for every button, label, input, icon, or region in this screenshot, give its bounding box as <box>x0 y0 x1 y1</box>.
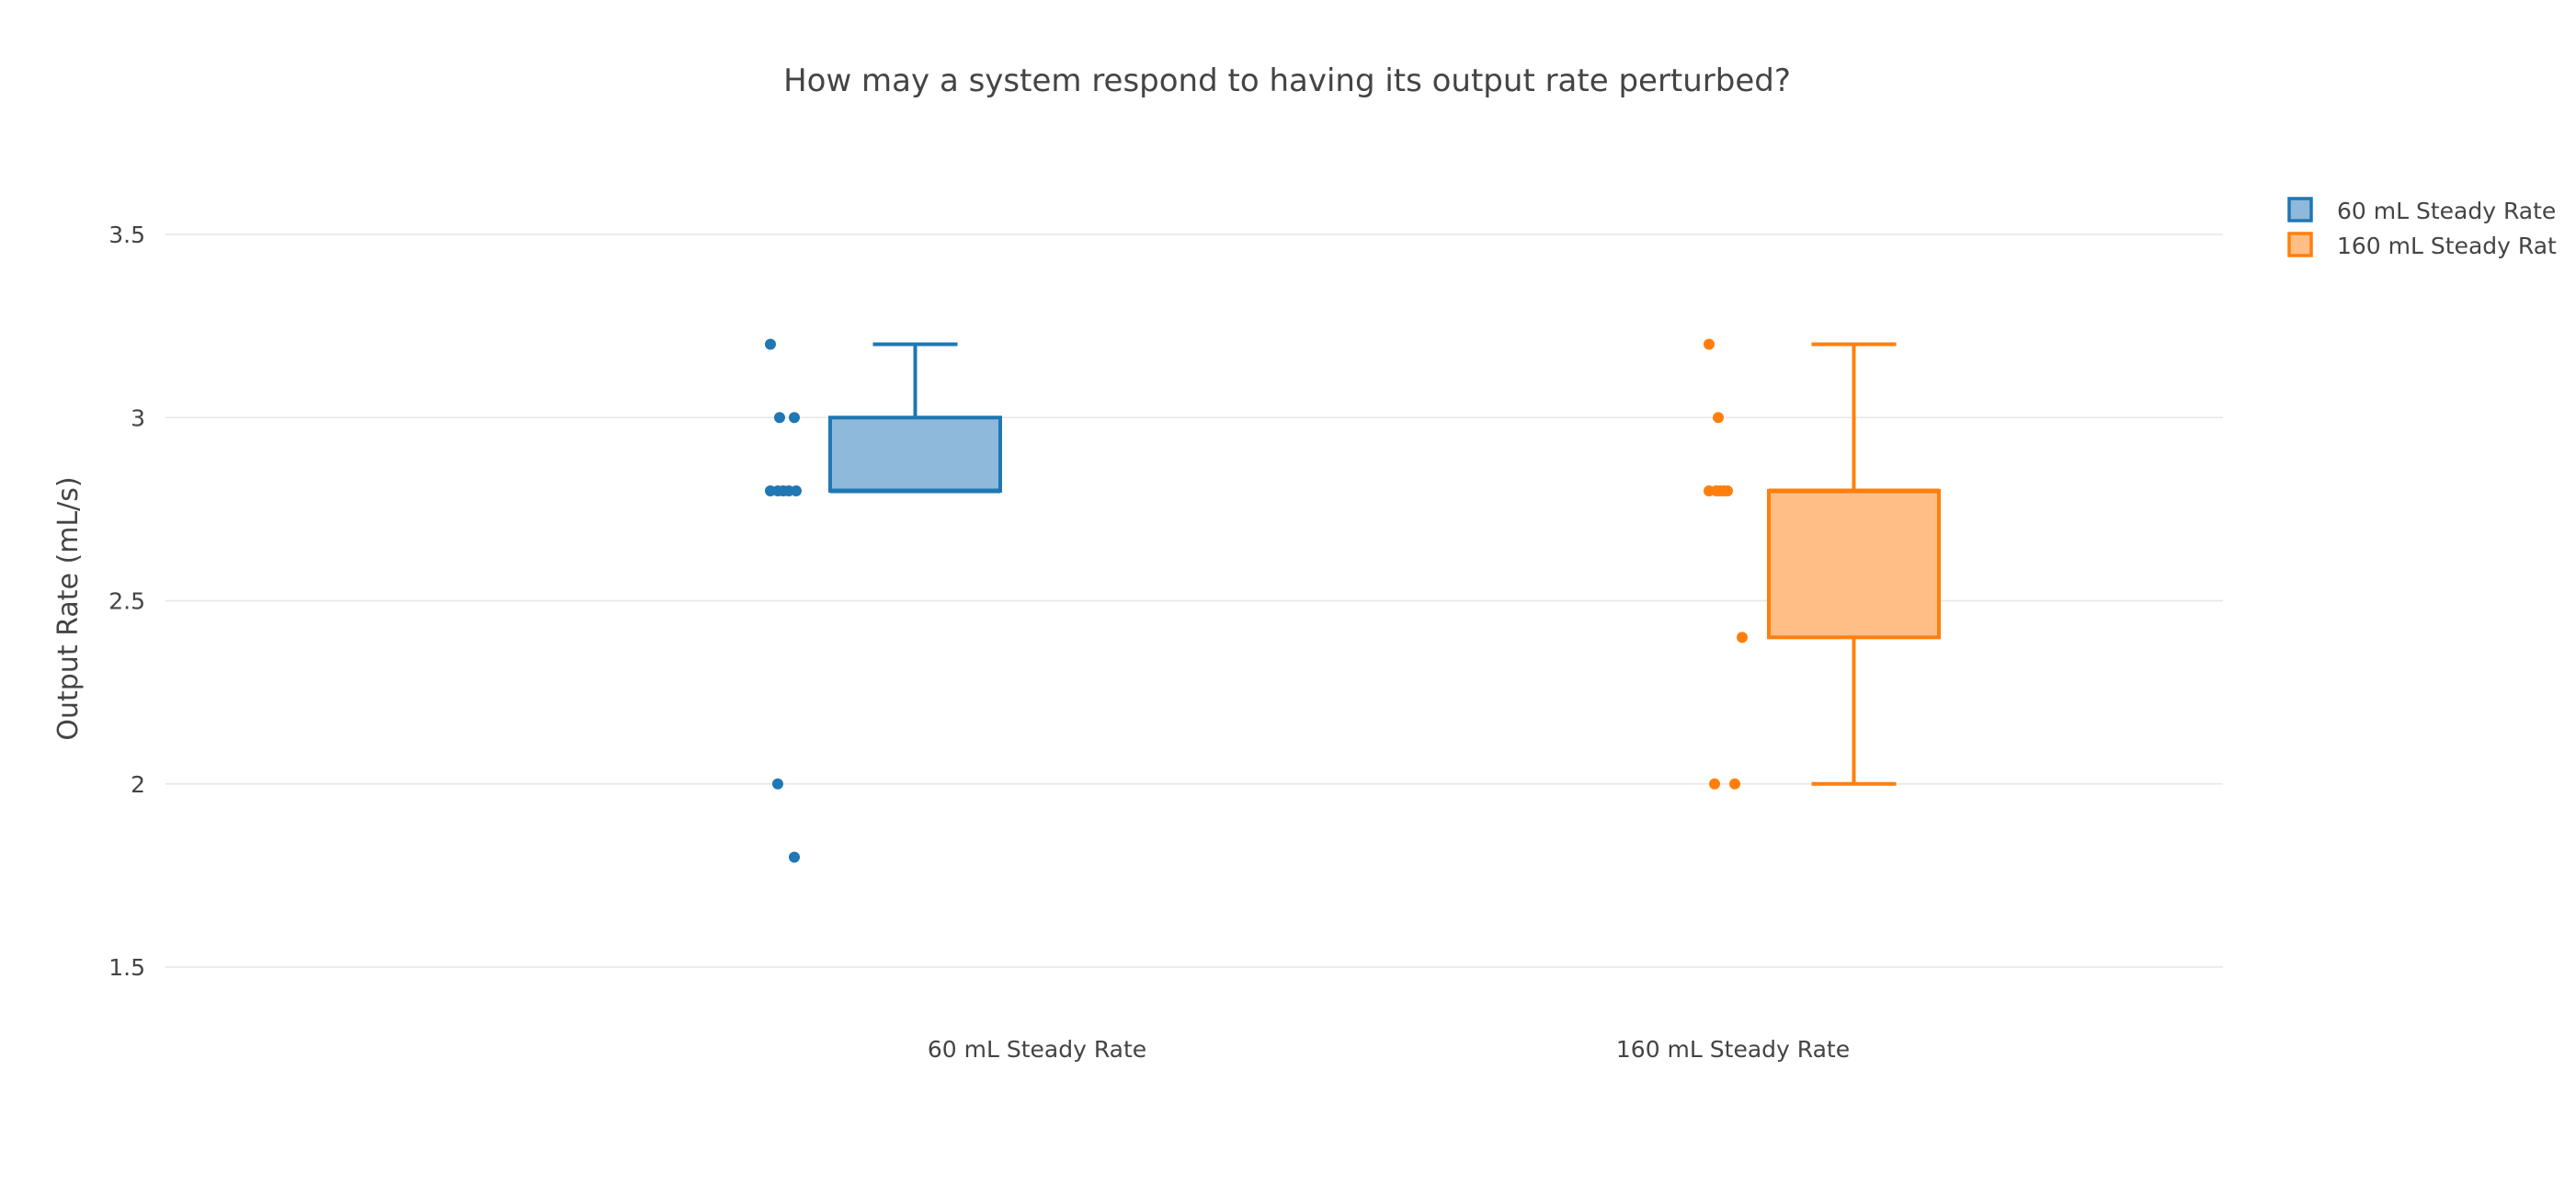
y-axis-ticks: 1.5 2 2.5 3 3.5 <box>108 222 145 981</box>
data-point <box>789 412 800 424</box>
points-series-1 <box>765 338 802 863</box>
points-series-2 <box>1704 338 1748 790</box>
legend-label-series-2: 160 mL Steady Rat <box>2337 233 2557 259</box>
legend[interactable]: 60 mL Steady Rate 160 mL Steady Rat <box>2287 197 2557 259</box>
x-category-label: 160 mL Steady Rate <box>1616 1036 1850 1063</box>
data-point <box>772 778 783 790</box>
data-point <box>1709 778 1720 790</box>
x-category-label: 60 mL Steady Rate <box>928 1036 1146 1063</box>
boxes <box>828 342 1941 786</box>
data-point <box>1729 778 1740 790</box>
box-iqr <box>1767 488 1941 640</box>
legend-swatch-series-1 <box>2287 197 2313 222</box>
data-point <box>791 484 802 496</box>
x-axis-categories: 60 mL Steady Rate 160 mL Steady Rate <box>928 1036 1850 1063</box>
box-series-2 <box>1767 342 1941 786</box>
data-point <box>1713 412 1724 424</box>
data-point <box>1704 338 1715 350</box>
points <box>765 338 1748 863</box>
box-series-1 <box>828 342 1002 494</box>
y-tick-label: 3.5 <box>108 222 145 248</box>
y-tick-label: 1.5 <box>108 954 145 981</box>
chart-title: How may a system respond to having its o… <box>783 63 1791 99</box>
y-tick-label: 2 <box>131 771 145 798</box>
y-tick-label: 3 <box>131 404 145 431</box>
data-point <box>774 412 785 424</box>
y-axis-title: Output Rate (mL/s) <box>52 476 85 740</box>
data-point <box>765 338 776 350</box>
data-point <box>1737 632 1748 643</box>
box-iqr <box>828 416 1002 493</box>
y-tick-label: 2.5 <box>108 588 145 615</box>
data-point <box>789 851 800 863</box>
data-point <box>1722 484 1733 496</box>
legend-item-series-2[interactable]: 160 mL Steady Rat <box>2287 232 2557 259</box>
legend-label-series-1: 60 mL Steady Rate <box>2337 198 2556 224</box>
legend-item-series-1[interactable]: 60 mL Steady Rate <box>2287 197 2556 224</box>
legend-swatch-series-2 <box>2287 232 2313 257</box>
